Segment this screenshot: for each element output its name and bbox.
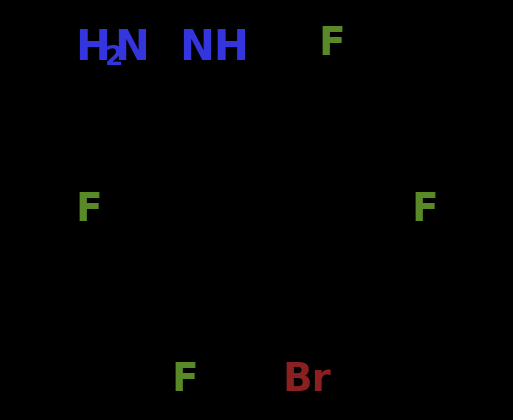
Text: N: N	[114, 27, 149, 69]
Text: F: F	[319, 25, 345, 63]
Text: NH: NH	[179, 27, 249, 69]
Text: Br: Br	[283, 361, 331, 399]
Text: F: F	[411, 191, 438, 229]
Text: F: F	[172, 361, 199, 399]
Text: 2: 2	[105, 45, 123, 71]
Text: F: F	[75, 191, 102, 229]
Text: H: H	[75, 27, 110, 69]
